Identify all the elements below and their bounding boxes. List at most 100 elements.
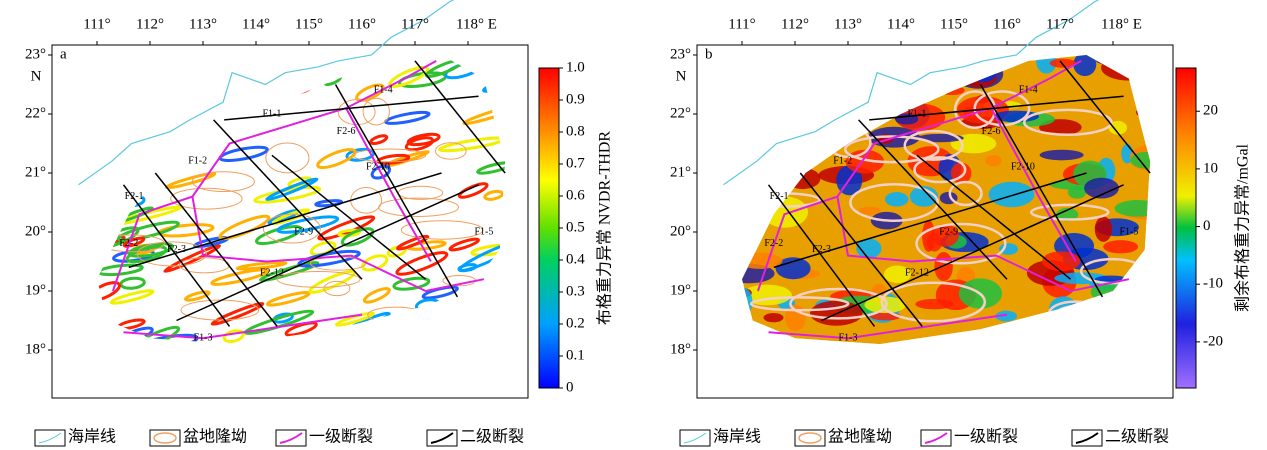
lat-tick-label: 21° — [25, 164, 46, 180]
colorbar-tick-label: 0 — [566, 379, 574, 395]
fault-label: F2-10 — [1011, 161, 1035, 172]
anomaly-blob — [915, 299, 953, 310]
lon-tick-label: 117° — [1046, 16, 1074, 32]
colorbar-tick-label: -20 — [1203, 333, 1223, 349]
legend-label: 一级断裂 — [309, 428, 373, 446]
fault-label: F2-2 — [119, 238, 138, 249]
colorbar-tick-label: 0.5 — [566, 219, 585, 235]
anomaly-blob — [989, 182, 1035, 207]
lat-tick-label: 18° — [670, 341, 691, 357]
fault-label: F1-5 — [1119, 226, 1138, 237]
anomaly-blob — [763, 313, 783, 322]
lon-tick-label: 115° — [295, 16, 323, 32]
colorbar-tick-label: 0.3 — [566, 283, 585, 299]
anomaly-blob — [1095, 216, 1112, 241]
colorbar-tick-label: 0.7 — [566, 155, 585, 171]
lon-tick-label: 117° — [401, 16, 429, 32]
lat-tick-label: 20° — [670, 223, 691, 239]
anomaly-blob — [934, 252, 953, 281]
colorbar-tick-label: 0.6 — [566, 187, 585, 203]
lon-tick-label: 116° — [348, 16, 376, 32]
fault-label: F1-3 — [839, 332, 858, 343]
figure: F1-1F1-4F2-6F2-10F1-2F2-1F2-2F2-9F2-12F1… — [0, 0, 1267, 450]
lat-tick-label: 19° — [670, 282, 691, 298]
colorbar-tick-label: -10 — [1203, 276, 1223, 292]
fault-label: F2-6 — [982, 126, 1001, 137]
fault-label: F1-2 — [833, 155, 852, 166]
lon-tick-label: 115° — [940, 16, 968, 32]
fault-label: F2-3 — [812, 244, 831, 255]
lat-tick-label: 22° — [25, 105, 46, 121]
legend-label: 盆地隆坳 — [828, 428, 892, 446]
colorbar-tick-label: 1.0 — [566, 59, 585, 75]
lat-tick-label: 22° — [670, 105, 691, 121]
fault-label: F1-2 — [188, 155, 207, 166]
fault-label: F2-9 — [939, 226, 958, 237]
lon-tick-label: 116° — [993, 16, 1021, 32]
map-panel: F1-1 F1-4 F2-6 F2-10 F1-2 F2-1 F2-2 F2-9 F2-12 F1… — [25, 0, 614, 446]
anomaly-blob — [922, 220, 935, 252]
fault-label: F1-1 — [907, 108, 926, 119]
colorbar-tick-label: 10 — [1203, 160, 1218, 176]
fault-label: F2-3 — [167, 244, 186, 255]
colorbar-tick-label: 0.1 — [566, 347, 585, 363]
fault-label: F2-12 — [905, 268, 929, 279]
fault-label: F2-1 — [770, 191, 789, 202]
lat-tick-label: 21° — [670, 164, 691, 180]
colorbar-tick-label: 0 — [1203, 218, 1211, 234]
colorbar-tick-label: 20 — [1203, 103, 1218, 119]
panel-label: b — [705, 46, 713, 62]
colorbar-tick-label: 0.9 — [566, 91, 585, 107]
colorbar-tick-label: 0.8 — [566, 123, 585, 139]
anomaly-blob — [1040, 150, 1084, 161]
lon-tick-label: 114° — [242, 16, 270, 32]
legend-box — [35, 430, 65, 446]
fault-label: F1-1 — [262, 108, 281, 119]
anomaly-blob — [885, 192, 909, 207]
legend-label: 一级断裂 — [954, 428, 1018, 446]
anomaly-blob — [1068, 186, 1086, 199]
lat-tick-label: 23° — [670, 46, 691, 62]
lon-tick-label: 118° E — [1101, 16, 1142, 32]
fault-label: F2-9 — [294, 226, 313, 237]
legend-label: 海岸线 — [713, 428, 761, 446]
lon-tick-label: 111° — [728, 16, 755, 32]
lat-tick-label: 20° — [25, 223, 46, 239]
lon-tick-label: 112° — [136, 16, 164, 32]
lon-tick-label: 113° — [834, 16, 862, 32]
colorbar-title: 剩余布格重力异常/mGal — [1233, 143, 1252, 312]
legend-label: 盆地隆坳 — [183, 428, 247, 446]
lat-tick-label: 23° — [25, 46, 46, 62]
lon-tick-label: 111° — [83, 16, 110, 32]
lat-tick-label: 19° — [25, 282, 46, 298]
anomaly-blob — [785, 305, 806, 331]
legend-label: 二级断裂 — [1105, 428, 1169, 446]
panel-label: a — [60, 46, 67, 62]
fault-label: F1-4 — [374, 85, 393, 96]
fault-label: F1-5 — [474, 226, 493, 237]
legend-label: 海岸线 — [68, 428, 116, 446]
lon-tick-label: 112° — [781, 16, 809, 32]
lat-tick-label: 18° — [25, 341, 46, 357]
fault-label: F2-12 — [260, 268, 284, 279]
colorbar-tick-label: 0.4 — [566, 251, 585, 267]
fault-label: F2-6 — [337, 126, 356, 137]
legend-box — [680, 430, 710, 446]
legend-label: 二级断裂 — [460, 428, 524, 446]
colorbar — [1176, 68, 1196, 388]
anomaly-blob — [985, 155, 1002, 166]
lat-hemisphere: N — [676, 68, 687, 84]
fault-label: F1-4 — [1019, 85, 1038, 96]
anomaly-blob — [999, 243, 1018, 255]
colorbar — [539, 68, 559, 388]
colorbar-title: 布格重力异常 NVDR-THDR — [596, 131, 614, 326]
anomaly-blob — [1103, 240, 1138, 253]
lat-hemisphere: N — [31, 68, 42, 84]
lon-tick-label: 118° E — [456, 16, 497, 32]
fault-label: F2-2 — [764, 238, 783, 249]
fault-label: F1-3 — [194, 332, 213, 343]
lon-tick-label: 113° — [189, 16, 217, 32]
fault-label: F2-1 — [125, 191, 144, 202]
fault-label: F2-10 — [366, 161, 390, 172]
map-panel: F1-1 F1-4 F2-6 F2-10 F1-2 F2-1 F2-2 F2-9 F2-12 F1… — [670, 0, 1252, 446]
